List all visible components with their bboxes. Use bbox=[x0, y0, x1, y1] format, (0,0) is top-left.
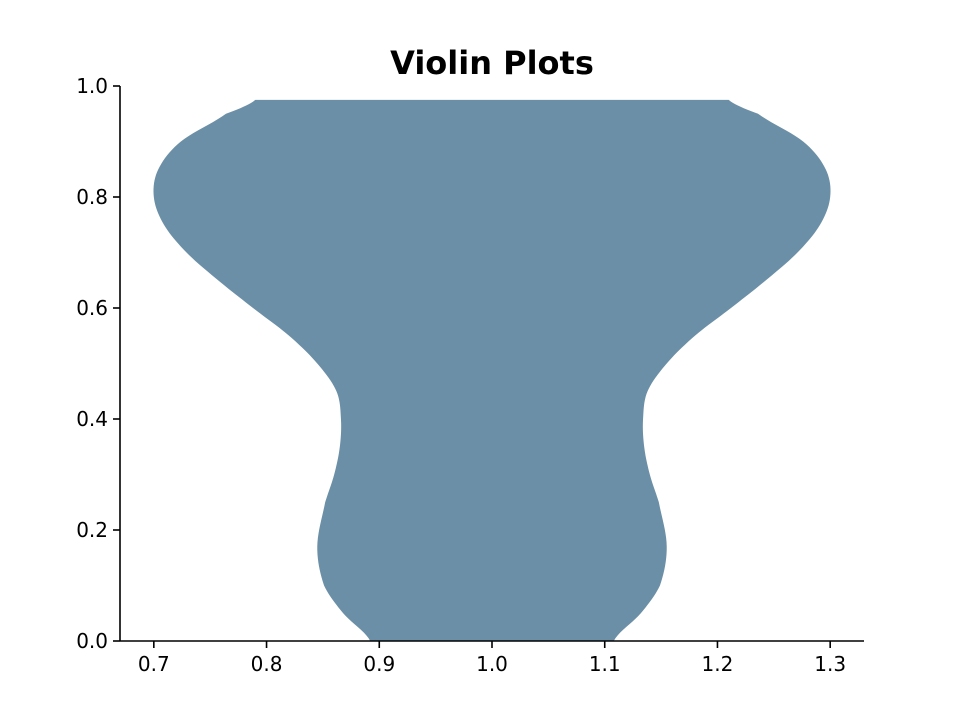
x-ticks: 0.7 0.8 0.9 1.0 1.1 1.2 1.3 bbox=[138, 641, 846, 676]
chart-title: Violin Plots bbox=[390, 44, 594, 82]
y-tick-label: 1.0 bbox=[76, 74, 108, 98]
violin-body-0 bbox=[153, 99, 831, 641]
x-tick-label: 0.8 bbox=[251, 652, 283, 676]
y-tick-label: 0.4 bbox=[76, 407, 108, 431]
y-ticks: 0.0 0.2 0.4 0.6 0.8 1.0 bbox=[76, 74, 120, 653]
violin-layer bbox=[153, 99, 831, 641]
x-tick-label: 1.3 bbox=[814, 652, 846, 676]
y-tick-label: 0.8 bbox=[76, 185, 108, 209]
x-tick-label: 0.7 bbox=[138, 652, 170, 676]
x-tick-label: 0.9 bbox=[363, 652, 395, 676]
y-tick-label: 0.0 bbox=[76, 629, 108, 653]
y-tick-label: 0.6 bbox=[76, 296, 108, 320]
x-tick-label: 1.1 bbox=[589, 652, 621, 676]
x-tick-label: 1.2 bbox=[702, 652, 734, 676]
y-tick-label: 0.2 bbox=[76, 518, 108, 542]
x-tick-label: 1.0 bbox=[476, 652, 508, 676]
